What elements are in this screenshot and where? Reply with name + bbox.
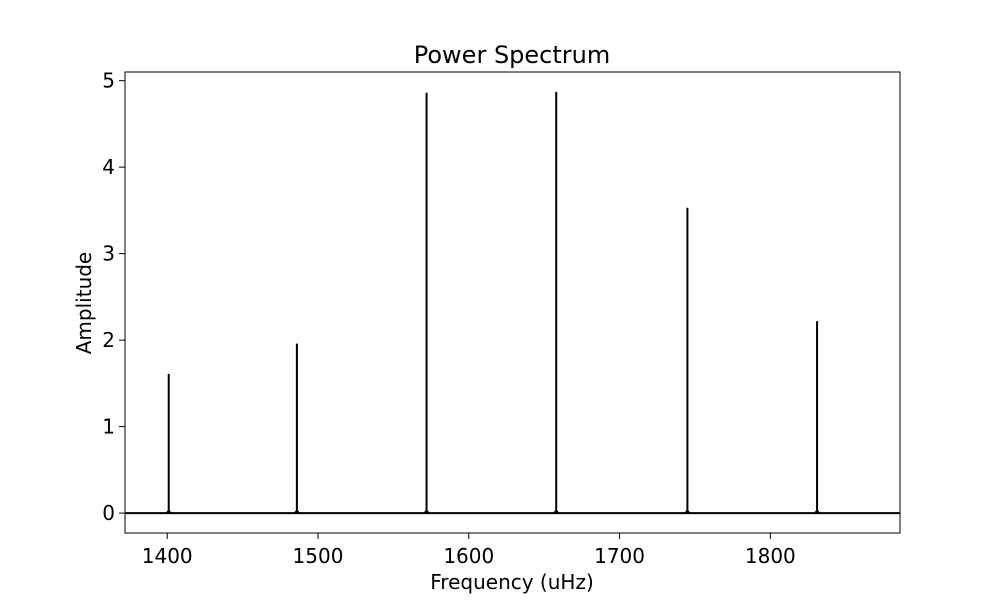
plot-frame [124, 71, 901, 534]
spectrum-peak-base-3 [423, 510, 430, 514]
spectrum-peak-base-5 [684, 510, 691, 514]
x-axis-label: Frequency (uHz) [430, 570, 594, 594]
y-tick-label-0: 0 [102, 501, 115, 525]
chart-title: Power Spectrum [414, 41, 611, 69]
y-axis-label: Amplitude [72, 252, 96, 355]
x-tick-label-1700: 1700 [594, 544, 645, 568]
spectrum-peak-base-4 [553, 510, 560, 514]
spectrum-peak-base-1 [165, 510, 172, 514]
y-tick-label-3: 3 [102, 242, 115, 266]
x-tick-label-1600: 1600 [443, 544, 494, 568]
x-tick-label-1500: 1500 [293, 544, 344, 568]
x-tick-label-1800: 1800 [745, 544, 796, 568]
plot-area [125, 91, 900, 515]
y-tick-label-5: 5 [102, 69, 115, 93]
y-tick-label-1: 1 [102, 415, 115, 439]
x-axis: 1400 1500 1600 1700 1800 [142, 533, 796, 568]
y-tick-label-2: 2 [102, 328, 115, 352]
y-axis: 0 1 2 3 4 5 [102, 69, 125, 525]
spectrum-peak-base-6 [814, 510, 821, 514]
x-tick-label-1400: 1400 [142, 544, 193, 568]
y-tick-label-4: 4 [102, 155, 115, 179]
spectrum-peak-base-2 [293, 510, 300, 514]
